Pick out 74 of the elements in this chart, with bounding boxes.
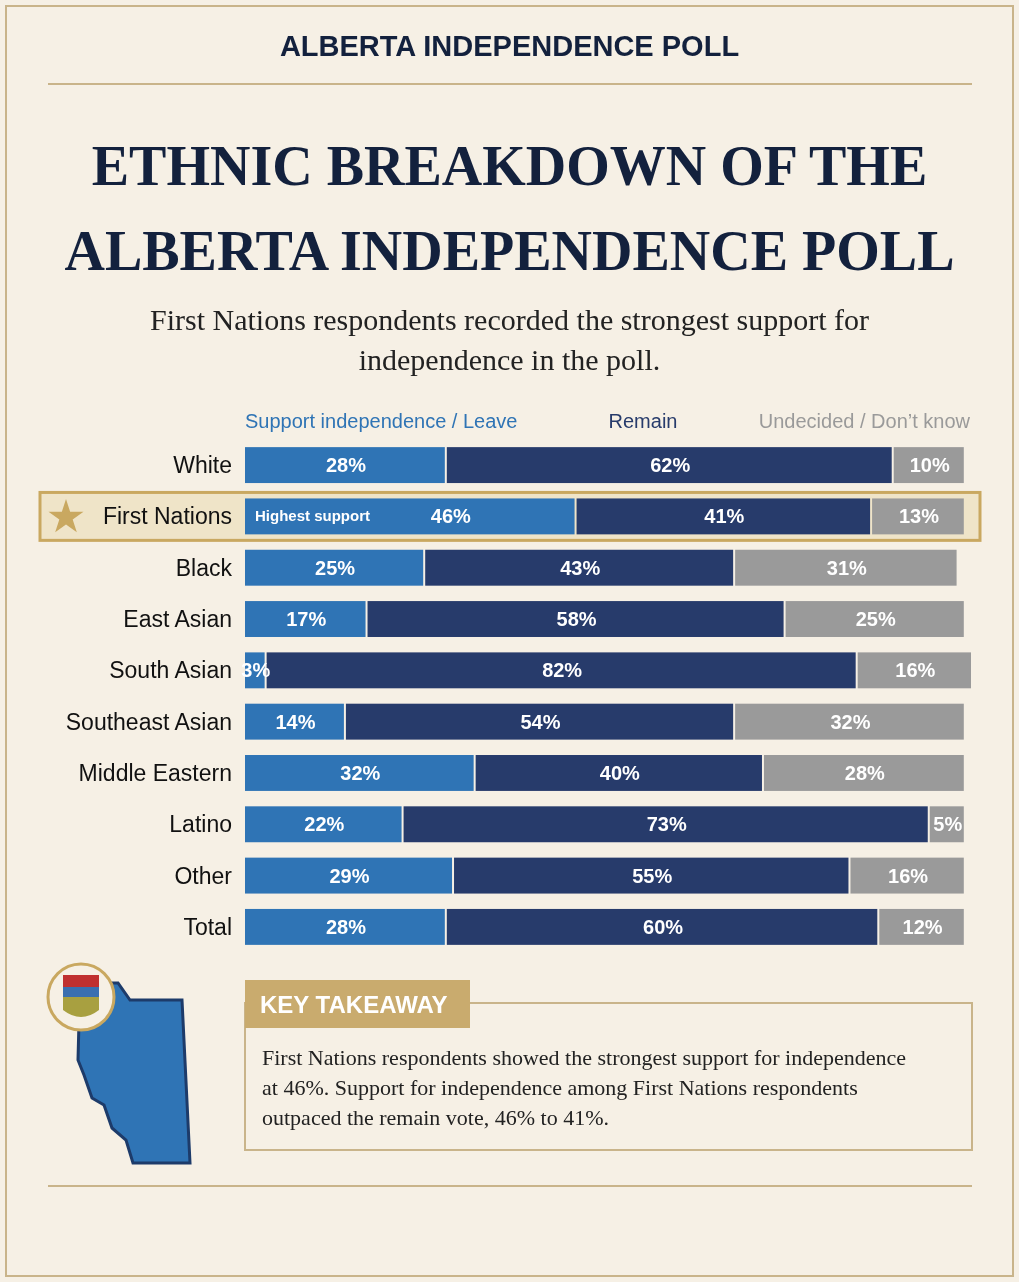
bar [446, 447, 892, 484]
bar [576, 498, 871, 535]
bar [850, 857, 964, 894]
annotation: Highest support [255, 507, 370, 525]
text: KEY TAKEAWAY [260, 991, 448, 1018]
data-label: 17% [286, 608, 327, 631]
data-label: 82% [542, 659, 583, 682]
bar [245, 703, 344, 740]
bar [425, 549, 734, 586]
data-label: 54% [520, 710, 561, 733]
bar [735, 549, 957, 586]
data-label: 60% [643, 915, 684, 938]
bar [345, 703, 734, 740]
y-tick-label: Southeast Asian [65, 708, 232, 735]
data-label: 28% [325, 915, 367, 938]
data-label: 16% [895, 659, 936, 682]
bar [245, 601, 366, 637]
data-label: 10% [909, 454, 950, 477]
bar [454, 857, 849, 894]
data-label: 58% [556, 608, 597, 631]
bar [245, 498, 575, 535]
data-label: 29% [329, 864, 370, 887]
bar [245, 755, 474, 791]
data-label: 22% [304, 813, 345, 836]
bar [735, 703, 964, 740]
y-tick-label: South Asian [109, 657, 232, 684]
y-tick-label: White [173, 452, 232, 479]
data-label: 13% [898, 505, 940, 528]
bar [763, 755, 964, 791]
data-label: 46% [430, 505, 472, 528]
chart-subtitle: First Nations respondents recorded the strongest support for independence in the poll. [149, 303, 870, 376]
data-label: 25% [315, 556, 356, 579]
bar [785, 601, 964, 637]
data-label: 32% [340, 761, 381, 784]
bar [245, 549, 424, 586]
y-tick-label: First Nations [102, 503, 232, 530]
bar [879, 908, 964, 945]
bar [403, 806, 928, 843]
data-label: 43% [560, 556, 601, 579]
data-label: 28% [844, 761, 886, 784]
y-tick-label: Other [174, 862, 233, 889]
series-label: Undecided / Don’t know [758, 410, 971, 432]
text: First Nations respondents showed the strongest support for independence at 46%. Support for independence among First Nations respondents outpaced the remain vote, 46% to 41%. [262, 1045, 906, 1130]
y-tick-label: Latino [169, 811, 232, 838]
data-label: 5% [933, 813, 963, 836]
data-label: 28% [325, 454, 367, 477]
data-label: 62% [650, 454, 691, 477]
bar [245, 908, 445, 945]
text: ALBERTA INDEPENDENCE POLL [279, 30, 740, 62]
bar [245, 447, 445, 484]
data-label: 55% [632, 864, 673, 887]
series-label: Remain [608, 410, 678, 432]
bar [446, 908, 878, 945]
data-label: 31% [826, 556, 868, 579]
bar [245, 806, 402, 843]
y-tick-label: East Asian [123, 606, 232, 633]
data-label: 73% [646, 813, 687, 836]
bar [245, 857, 453, 894]
y-tick-label: Total [183, 913, 232, 940]
bar [475, 755, 762, 791]
series-label: Support independence / Leave [245, 410, 518, 432]
bar [872, 498, 964, 535]
data-label: 12% [902, 915, 943, 938]
data-label: 40% [599, 761, 641, 784]
data-label: 32% [830, 710, 871, 733]
y-tick-label: Middle Eastern [78, 759, 232, 786]
chart-title: ETHNIC BREAKDOWN OF THE ALBERTA INDEPENDENCE POLL [64, 135, 955, 282]
data-label: 16% [888, 864, 929, 887]
y-tick-label: Black [175, 554, 233, 581]
data-label: 14% [275, 710, 316, 733]
data-label: 25% [855, 608, 896, 631]
bar [857, 652, 971, 689]
bar [367, 601, 784, 637]
data-label: 41% [704, 505, 745, 528]
